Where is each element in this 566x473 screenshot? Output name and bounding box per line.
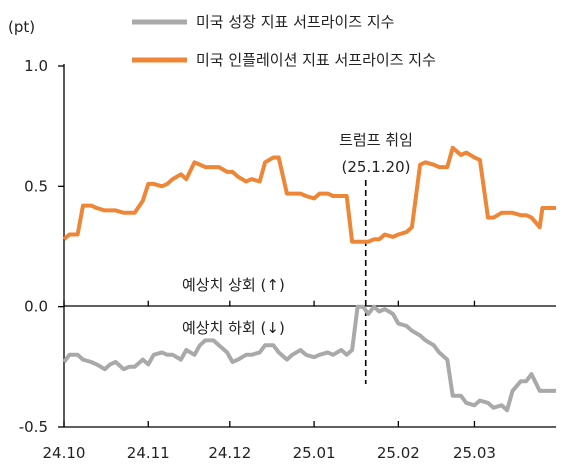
growth-surprise-line (62, 304, 556, 413)
x-tick-label: 24.12 (208, 444, 251, 462)
x-tick-label: 25.02 (377, 444, 420, 462)
inflation-surprise-line (62, 145, 556, 244)
legend-label-growth: 미국 성장 지표 서프라이즈 지수 (196, 13, 394, 31)
x-tick-label: 25.03 (453, 444, 496, 462)
legend-label-inflation: 미국 인플레이션 지표 서프라이즈 지수 (196, 51, 436, 69)
y-tick-label: -0.5 (19, 418, 48, 436)
x-ticks: 24.10 24.11 24.12 25.01 25.02 25.03 (43, 300, 496, 462)
x-tick-label: 25.01 (293, 444, 336, 462)
above-expectation-label: 예상치 상회 (↑) (182, 276, 285, 294)
x-tick-label: 24.10 (43, 444, 86, 462)
inauguration-date: (25.1.20) (342, 158, 411, 176)
y-tick-label: 0.0 (24, 298, 48, 316)
y-ticks: 1.0 0.5 0.0 -0.5 (19, 57, 64, 436)
x-tick-label: 24.11 (127, 444, 170, 462)
y-tick-label: 1.0 (24, 57, 48, 75)
y-unit-label: (pt) (8, 18, 35, 36)
series-layer (62, 145, 556, 413)
legend: 미국 성장 지표 서프라이즈 지수 미국 인플레이션 지표 서프라이즈 지수 (132, 13, 436, 69)
inauguration-title: 트럼프 취임 (339, 131, 413, 149)
below-expectation-label: 예상치 하회 (↓) (182, 319, 285, 337)
y-tick-label: 0.5 (24, 177, 48, 195)
